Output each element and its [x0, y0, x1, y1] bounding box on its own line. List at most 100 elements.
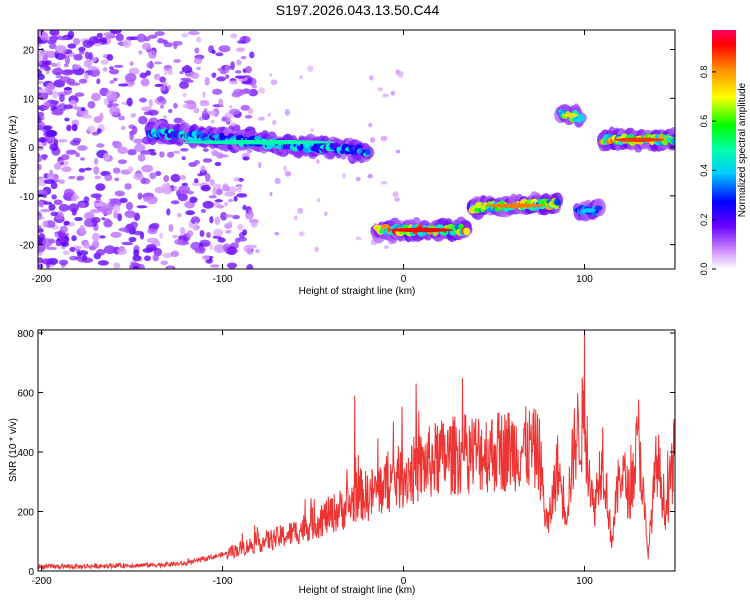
- colorbar-tick-label: 0.0: [699, 263, 709, 276]
- noise-blob: [148, 49, 157, 59]
- line-frame: [37, 329, 676, 572]
- noise-blob: [41, 238, 53, 247]
- noise-blob: [75, 152, 80, 158]
- noise-blob: [113, 64, 124, 68]
- noise-blob: [232, 214, 241, 220]
- noise-blob: [172, 234, 179, 239]
- y-tick-label: 0: [28, 567, 34, 578]
- noise-blob: [38, 61, 43, 65]
- noise-blob: [113, 77, 118, 82]
- noise-blob: [127, 166, 134, 173]
- y-tick-label: 600: [17, 388, 34, 399]
- noise-blob: [212, 88, 223, 95]
- noise-blob: [83, 211, 95, 220]
- noise-blob: [206, 110, 217, 116]
- noise-blob: [118, 227, 129, 232]
- noise-blob: [216, 76, 226, 82]
- noise-blob: [71, 197, 77, 202]
- noise-blob: [234, 75, 246, 79]
- noise-blob: [218, 45, 231, 53]
- noise-blob: [114, 177, 120, 182]
- noise-blob: [310, 128, 314, 133]
- noise-blob: [141, 106, 152, 112]
- colorbar-tick-label: 0.2: [699, 213, 709, 226]
- noise-blob: [66, 124, 72, 132]
- noise-blob: [226, 246, 238, 256]
- noise-blob: [84, 167, 92, 171]
- x-tick-label: 100: [576, 274, 593, 285]
- noise-blob: [132, 254, 142, 262]
- noise-blob: [60, 241, 70, 247]
- noise-blob: [42, 220, 49, 228]
- noise-blob: [230, 61, 235, 71]
- noise-blob: [172, 150, 181, 154]
- noise-blob: [274, 177, 281, 184]
- noise-blob: [108, 198, 121, 202]
- colorbar-tick-label: 0.6: [699, 115, 709, 128]
- noise-blob: [211, 49, 216, 55]
- noise-blob: [236, 193, 248, 198]
- noise-blob: [130, 113, 137, 118]
- noise-blob: [241, 80, 252, 85]
- noise-blob: [69, 139, 81, 146]
- signal-core: [553, 198, 561, 206]
- line-xlabel: Height of straight line (km): [299, 585, 416, 596]
- noise-blob: [192, 181, 201, 187]
- noise-blob: [221, 185, 230, 192]
- noise-blob: [152, 253, 159, 262]
- noise-blob: [174, 239, 184, 245]
- noise-blob: [377, 87, 384, 92]
- noise-blob: [380, 135, 388, 142]
- noise-blob: [78, 51, 85, 55]
- noise-blob: [166, 151, 175, 158]
- noise-blob: [48, 203, 56, 211]
- noise-blob: [181, 156, 186, 161]
- heatmap-xlabel: Height of straight line (km): [299, 286, 416, 297]
- noise-blob: [244, 114, 253, 119]
- noise-blob: [82, 39, 94, 48]
- noise-blob: [96, 143, 105, 148]
- chart-title: S197.2026.043.13.50.C44: [275, 2, 440, 18]
- signal-core: [576, 114, 585, 122]
- noise-blob: [80, 157, 85, 161]
- noise-blob: [45, 85, 51, 93]
- noise-blob: [167, 109, 173, 114]
- noise-blob: [124, 210, 136, 218]
- noise-blob: [62, 250, 70, 256]
- x-tick-label: -200: [32, 576, 52, 587]
- noise-blob: [38, 154, 43, 163]
- noise-blob: [53, 178, 61, 182]
- noise-blob: [274, 232, 280, 236]
- noise-blob: [53, 199, 63, 205]
- noise-blob: [181, 33, 189, 38]
- noise-blob: [77, 250, 89, 256]
- noise-blob: [130, 36, 139, 41]
- noise-blob: [184, 64, 191, 71]
- noise-blob: [210, 264, 220, 268]
- noise-blob: [316, 198, 321, 203]
- noise-blob: [355, 176, 361, 182]
- noise-blob: [83, 59, 93, 68]
- noise-blob: [183, 100, 196, 104]
- noise-blob: [159, 104, 165, 109]
- noise-blob: [78, 78, 88, 84]
- noise-blob: [97, 260, 109, 266]
- y-tick-label: 20: [23, 46, 35, 57]
- noise-blob: [154, 186, 165, 194]
- noise-blob: [60, 154, 70, 161]
- noise-blob: [184, 79, 194, 83]
- heatmap-ylabel: Frequency (Hz): [8, 116, 19, 185]
- x-tick-label: -100: [213, 274, 233, 285]
- noise-blob: [163, 175, 170, 183]
- noise-blob: [49, 143, 59, 152]
- noise-blob: [63, 188, 75, 198]
- signal-peak: [563, 113, 578, 118]
- noise-blob: [367, 173, 373, 179]
- noise-blob: [124, 183, 132, 190]
- noise-blob: [102, 67, 108, 72]
- colorbar-tick-label: 0.4: [699, 164, 709, 177]
- noise-blob: [47, 39, 52, 45]
- noise-blob: [103, 152, 110, 161]
- noise-blob: [209, 244, 214, 250]
- noise-blob: [236, 59, 242, 66]
